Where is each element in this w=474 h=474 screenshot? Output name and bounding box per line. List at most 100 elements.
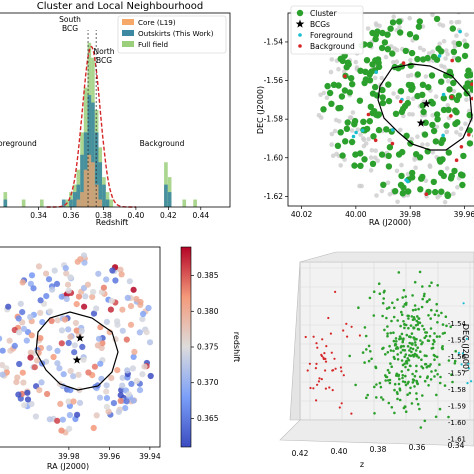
cluster-3d-point <box>389 349 393 352</box>
cluster-3d-point <box>381 398 385 401</box>
redshift-galaxy-point <box>58 340 65 347</box>
redshift-galaxy-point <box>85 369 92 376</box>
cluster-3d-point <box>428 365 431 368</box>
histogram-bar <box>80 154 84 207</box>
redshift-galaxy-point <box>71 342 78 349</box>
3d-grid-lines <box>300 262 474 420</box>
histogram-bar <box>61 199 66 207</box>
cluster-galaxy-point <box>396 18 403 25</box>
redshift-galaxy-point <box>28 400 35 408</box>
field-galaxy-point <box>430 113 435 118</box>
field-galaxy-point <box>368 155 374 160</box>
field-galaxy-point <box>449 20 454 25</box>
cluster-galaxy-point <box>375 59 382 67</box>
cluster-3d-point <box>430 281 433 285</box>
cluster-3d-point <box>390 365 394 369</box>
legend-box <box>290 5 364 55</box>
cluster-galaxy-point <box>417 186 424 193</box>
background-galaxy-point <box>454 158 459 162</box>
cluster-galaxy-point <box>369 160 377 167</box>
cluster-3d-point <box>444 315 448 319</box>
sky-map-panel: 40.02 40.00 39.98 39.96 -1.54 -1.56 -1.58 -1.60… <box>256 5 474 227</box>
redshift-galaxy-point <box>75 371 82 378</box>
cluster-galaxy-point <box>465 67 472 74</box>
3d-points <box>304 270 473 429</box>
cluster-3d-point <box>428 298 431 301</box>
cluster-3d-point <box>421 394 424 397</box>
cluster-3d-point <box>381 347 384 351</box>
cluster-3d-point <box>415 354 419 358</box>
cluster-3d-point <box>440 311 443 315</box>
cluster-3d-point <box>413 338 416 341</box>
cluster-galaxy-point <box>414 92 421 100</box>
cluster-3d-point <box>384 353 387 356</box>
redshift-galaxy-point <box>16 360 23 368</box>
cluster-3d-point <box>413 280 417 284</box>
cluster-3d-point <box>385 307 389 310</box>
cluster-3d-point <box>372 290 376 294</box>
redshift-galaxy-point <box>94 382 101 389</box>
cluster-3d-point <box>424 363 428 366</box>
cluster-3d-point <box>438 363 441 366</box>
cluster-3d-point <box>418 407 421 411</box>
histogram-bar <box>80 192 84 207</box>
background-3d-point <box>332 369 335 372</box>
cluster-3d-point <box>392 339 396 343</box>
redshift-galaxy-point <box>75 293 83 300</box>
cluster-3d-point <box>409 386 412 390</box>
background-3d-point <box>338 406 341 409</box>
cluster-3d-point <box>438 407 442 411</box>
redshift-galaxy-point <box>136 329 143 336</box>
cluster-3d-point <box>366 393 370 397</box>
redshift-map-x-tick-label: 39.98 <box>58 452 80 461</box>
cluster-3d-point <box>415 397 419 401</box>
foreground-3d-point <box>457 351 460 354</box>
field-galaxy-point <box>444 166 450 171</box>
background-galaxy-point <box>401 61 406 65</box>
redshift-galaxy-point <box>27 313 34 321</box>
cluster-galaxy-point <box>449 25 456 32</box>
field-galaxy-point <box>329 131 335 137</box>
cluster-3d-point <box>421 324 424 328</box>
background-galaxy-point <box>366 112 371 117</box>
cluster-3d-point <box>423 292 426 296</box>
field-galaxy-point <box>442 199 448 205</box>
field-galaxy-point <box>329 142 335 147</box>
field-galaxy-point <box>329 57 335 62</box>
cluster-galaxy-point <box>419 56 427 63</box>
redshift-galaxy-point <box>60 371 67 378</box>
redshift-galaxy-point <box>103 318 110 325</box>
field-galaxy-point <box>332 128 338 134</box>
redshift-galaxy-point <box>108 374 115 382</box>
cluster-3d-point <box>408 335 411 339</box>
redshift-galaxy-point <box>103 382 110 389</box>
redshift-galaxy-point <box>37 309 44 316</box>
redshift-galaxy-point <box>73 301 80 308</box>
redshift-galaxy-point <box>54 360 61 367</box>
cluster-galaxy-point <box>451 167 458 175</box>
redshift-map-xlabel: RA (J2000) <box>47 462 89 471</box>
cluster-3d-point <box>375 383 378 386</box>
cluster-3d-point <box>435 393 438 397</box>
cluster-galaxy-point <box>455 56 462 63</box>
field-galaxy-point <box>385 180 391 185</box>
cluster-3d-point <box>429 327 433 330</box>
cluster-3d-point <box>390 406 394 409</box>
cluster-3d-point <box>413 317 416 321</box>
histogram-bar <box>3 192 8 207</box>
redshift-galaxy-point <box>66 425 73 432</box>
redshift-map-x-tick-label: 39.94 <box>139 452 161 461</box>
histogram-xlabel: Redshift <box>96 218 128 227</box>
redshift-galaxy-point <box>43 293 50 300</box>
field-galaxy-point <box>430 13 435 18</box>
cluster-galaxy-point <box>408 82 415 89</box>
cluster-3d-point <box>393 388 396 392</box>
foreground-galaxy-point <box>458 29 462 34</box>
cluster-3d-point <box>396 397 399 401</box>
sky-map-x-tick-label: 39.98 <box>399 210 421 219</box>
cluster-3d-point <box>395 373 399 376</box>
foreground-galaxy-point <box>437 54 442 58</box>
cluster-galaxy-point <box>444 191 451 198</box>
redshift-galaxy-point <box>58 427 65 434</box>
cluster-3d-point <box>399 345 403 349</box>
